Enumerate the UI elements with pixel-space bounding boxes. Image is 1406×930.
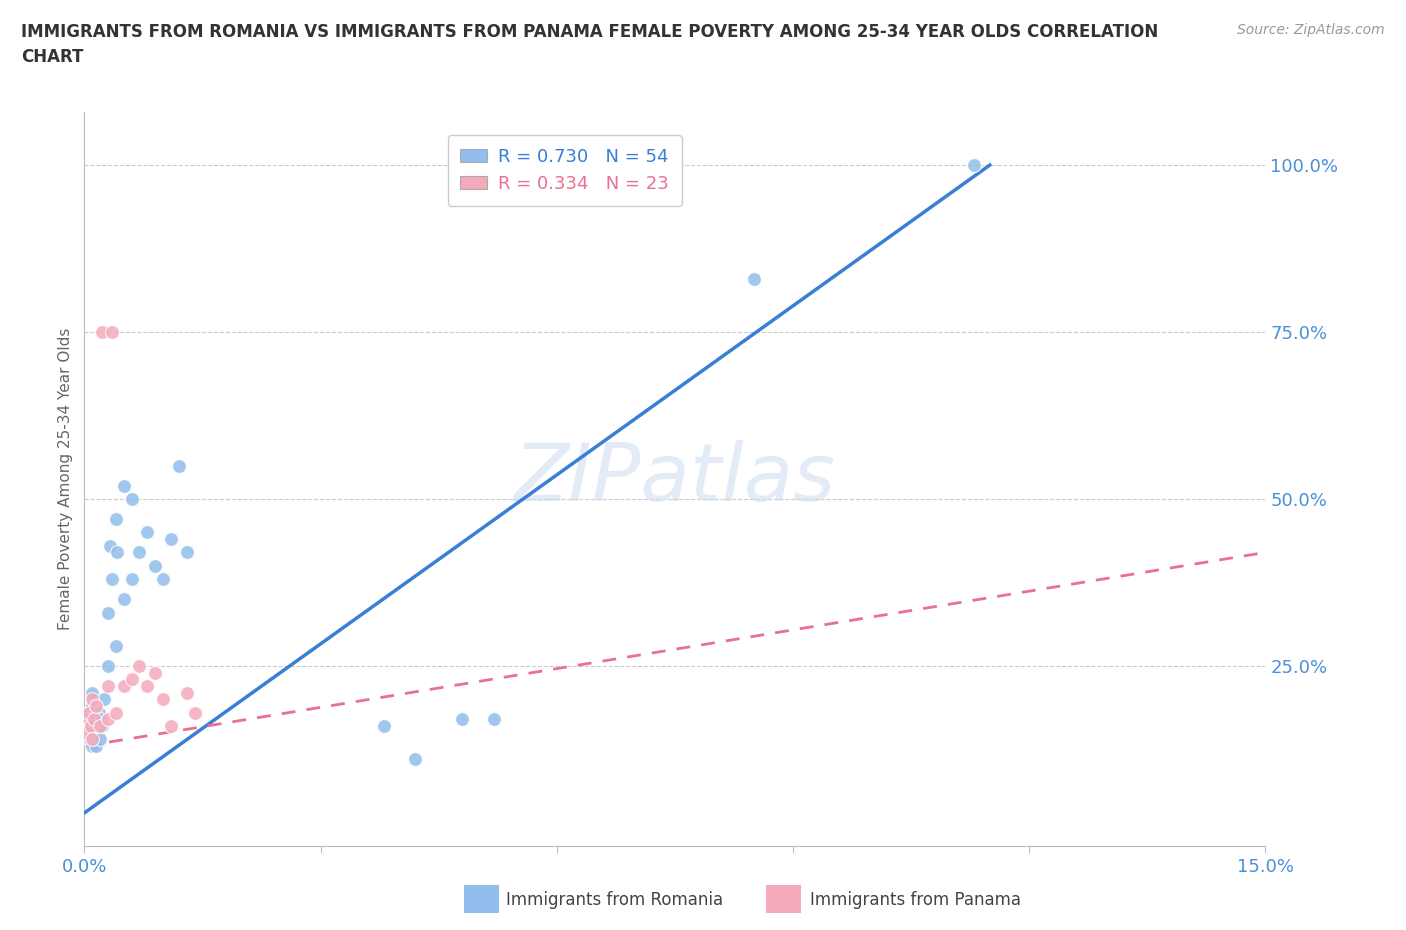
Point <box>143 665 166 680</box>
Point <box>136 525 159 539</box>
Point <box>128 658 150 673</box>
Point <box>89 719 111 734</box>
Point <box>97 605 120 620</box>
Point <box>121 492 143 507</box>
Point <box>373 719 395 734</box>
Point <box>451 712 474 727</box>
Point <box>742 272 765 286</box>
Point <box>160 532 183 547</box>
Text: Immigrants from Panama: Immigrants from Panama <box>810 891 1021 910</box>
Point <box>82 725 104 740</box>
Point <box>176 685 198 700</box>
Legend: R = 0.730   N = 54, R = 0.334   N = 23: R = 0.730 N = 54, R = 0.334 N = 23 <box>447 136 682 206</box>
Point <box>404 752 426 767</box>
Text: Source: ZipAtlas.com: Source: ZipAtlas.com <box>1237 23 1385 37</box>
Point <box>76 719 98 734</box>
Point <box>160 719 183 734</box>
Point <box>112 591 135 606</box>
Point <box>84 738 107 753</box>
Point <box>963 157 986 172</box>
Point <box>82 732 104 747</box>
Point <box>176 545 198 560</box>
Point <box>76 725 98 740</box>
Point <box>121 671 143 686</box>
Text: IMMIGRANTS FROM ROMANIA VS IMMIGRANTS FROM PANAMA FEMALE POVERTY AMONG 25-34 YEA: IMMIGRANTS FROM ROMANIA VS IMMIGRANTS FR… <box>21 23 1159 66</box>
Point <box>87 705 110 720</box>
Point <box>84 712 107 727</box>
Point <box>152 692 174 707</box>
Point <box>77 725 100 740</box>
Point <box>84 698 107 713</box>
Point <box>482 712 505 727</box>
Y-axis label: Female Poverty Among 25-34 Year Olds: Female Poverty Among 25-34 Year Olds <box>58 327 73 631</box>
Point <box>79 712 101 727</box>
Point <box>101 325 124 339</box>
Point <box>97 658 120 673</box>
Point <box>79 719 101 734</box>
Point <box>128 545 150 560</box>
Text: ZIPatlas: ZIPatlas <box>513 440 837 518</box>
Point <box>89 712 111 727</box>
Point <box>82 738 104 753</box>
Point <box>76 712 98 727</box>
Point <box>90 325 112 339</box>
Point <box>86 719 108 734</box>
Point <box>152 572 174 587</box>
Point <box>107 545 129 560</box>
Point <box>77 712 100 727</box>
Point <box>104 512 127 526</box>
Point <box>90 719 112 734</box>
Text: Immigrants from Romania: Immigrants from Romania <box>506 891 723 910</box>
Point <box>75 725 97 740</box>
Point <box>75 725 97 740</box>
Point <box>79 732 101 747</box>
Point <box>82 712 104 727</box>
Point <box>82 692 104 707</box>
Point <box>167 458 190 473</box>
Point <box>83 719 105 734</box>
Point <box>80 719 103 734</box>
Point <box>77 732 100 747</box>
Point <box>97 679 120 694</box>
Point <box>83 705 105 720</box>
Point <box>183 705 205 720</box>
Point <box>77 705 100 720</box>
Point <box>83 712 105 727</box>
Point <box>89 732 111 747</box>
Point <box>143 558 166 573</box>
Point <box>101 572 124 587</box>
Point <box>93 692 115 707</box>
Point <box>79 719 101 734</box>
Point <box>97 712 120 727</box>
Point <box>112 679 135 694</box>
Point <box>136 679 159 694</box>
Point <box>121 572 143 587</box>
Point <box>82 698 104 713</box>
Point <box>83 732 105 747</box>
Point <box>104 705 127 720</box>
Point <box>112 478 135 493</box>
Point <box>98 538 121 553</box>
Point <box>77 705 100 720</box>
Point <box>76 712 98 727</box>
Point <box>77 719 100 734</box>
Point <box>104 639 127 654</box>
Point <box>82 685 104 700</box>
Point <box>79 725 101 740</box>
